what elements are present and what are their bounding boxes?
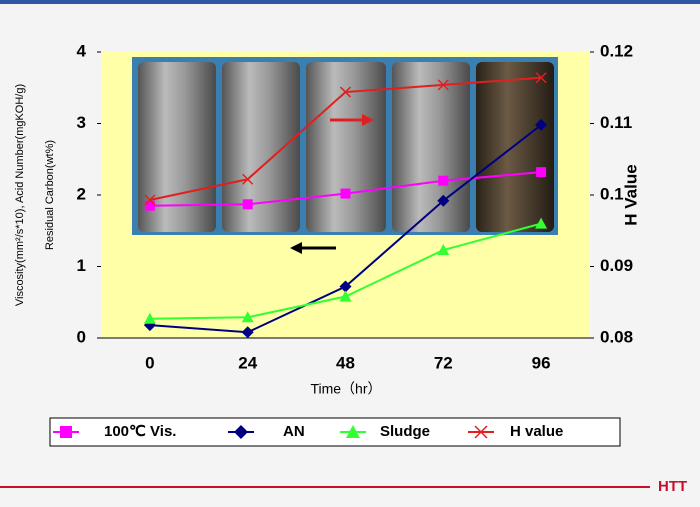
x-tick-label: 24 [238, 353, 257, 372]
y-axis-label-line: Residual Carbon(wt%) [44, 140, 56, 250]
y-tick-label: 2 [77, 184, 86, 203]
marker [438, 175, 449, 186]
legend-marker [234, 425, 248, 439]
y2-axis-label: H Value [621, 164, 640, 225]
legend-label: AN [283, 423, 305, 440]
legend-label: H value [510, 423, 563, 440]
photo-inset [132, 57, 558, 235]
x-tick-label: 0 [145, 353, 154, 372]
marker [242, 173, 254, 185]
cylinder [222, 62, 300, 232]
x-tick-label: 96 [532, 353, 551, 372]
y-tick-label: 1 [77, 256, 86, 275]
cylinder [392, 62, 470, 232]
legend-marker [474, 425, 488, 439]
logo: HTT [658, 478, 687, 495]
x-axis-label: Time（hr） [310, 381, 381, 397]
arrow [290, 114, 374, 254]
marker [143, 312, 156, 324]
y2-tick-label: 0.12 [600, 41, 633, 60]
marker [535, 72, 547, 84]
marker [340, 188, 351, 199]
legend-label: Sludge [380, 423, 430, 440]
marker [241, 326, 254, 339]
y2-tick-label: 0.09 [600, 256, 633, 275]
marker [241, 311, 254, 323]
y-tick-label: 3 [77, 113, 86, 132]
marker [437, 194, 450, 207]
y-tick-label: 4 [77, 41, 87, 60]
marker [144, 194, 156, 206]
legend [49, 417, 621, 447]
legend-marker [346, 425, 360, 438]
marker [535, 217, 548, 229]
marker [144, 200, 155, 211]
marker [437, 244, 450, 256]
marker [536, 167, 547, 178]
x-tick-label: 48 [336, 353, 355, 372]
top-bar [0, 0, 700, 4]
marker [339, 290, 352, 302]
legend-label: 100℃ Vis. [104, 423, 176, 440]
y-axis-label-line: Viscosity(mm²/s*10), Acid Number(mgKOH/g… [14, 84, 26, 306]
y-axis-label: Viscosity(mm²/s*10), Acid Number(mgKOH/g… [14, 84, 56, 306]
y2-tick-label: 0.11 [600, 113, 632, 132]
cylinder [306, 62, 386, 232]
y2-tick-label: 0.1 [600, 184, 624, 203]
marker [437, 79, 449, 91]
cylinder [476, 62, 554, 232]
x-tick-label: 72 [434, 353, 453, 372]
marker [242, 199, 253, 210]
legend-marker [60, 426, 72, 438]
marker [339, 86, 352, 98]
y-tick-label: 0 [77, 327, 86, 346]
y2-tick-label: 0.08 [600, 327, 633, 346]
marker [535, 118, 548, 131]
marker [339, 280, 352, 293]
